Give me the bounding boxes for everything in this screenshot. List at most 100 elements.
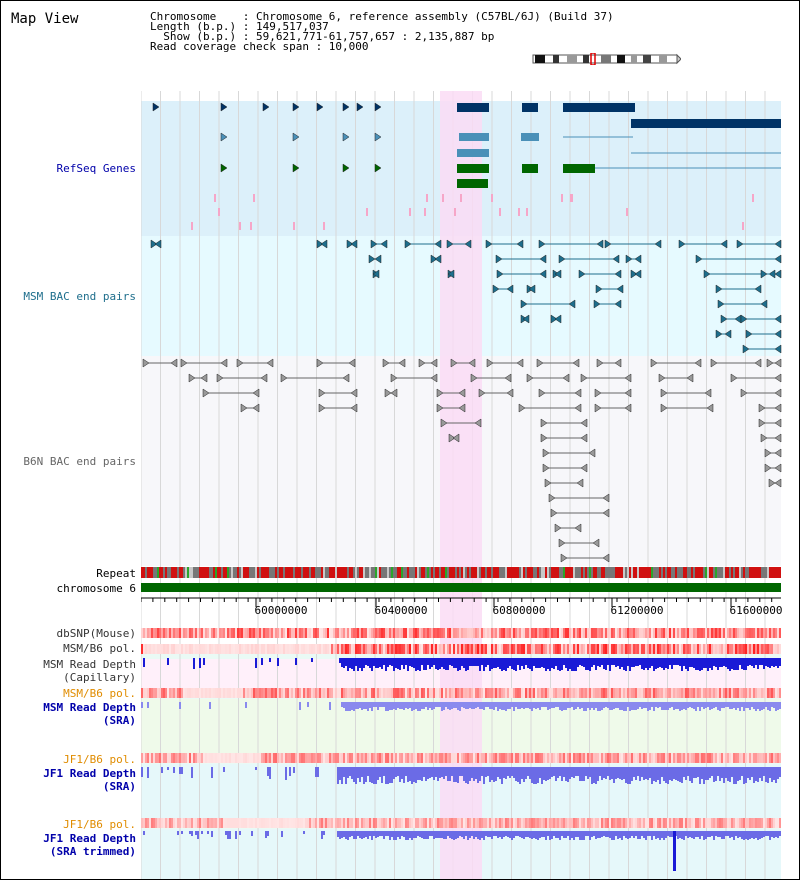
msm-sra-pol-cell (263, 688, 265, 698)
dbsnp-cell (697, 628, 699, 638)
msm-capillary-depth-bar (391, 658, 393, 666)
dbsnp-cell (385, 628, 387, 638)
repeat-segment (333, 567, 335, 578)
label-msm-read-depth-sra[interactable]: MSM Read Depth (SRA) (43, 701, 136, 727)
msm-sra-pol-cell (309, 688, 311, 698)
jf1-pol-cell (737, 753, 739, 763)
repeat-segment (293, 567, 295, 578)
msm-capillary-depth-bar (193, 658, 195, 669)
jf1-sra-depth-bar (519, 767, 521, 784)
b6n-bac-end (558, 538, 566, 548)
dbsnp-cell (437, 628, 439, 638)
label-repeat[interactable]: Repeat (96, 567, 136, 580)
label-jf1-b6-pol-trimmed[interactable]: JF1/B6 pol. (63, 818, 136, 831)
repeat-segment (535, 567, 537, 578)
dbsnp-cell (557, 628, 559, 638)
msm-pol-cell (157, 644, 159, 654)
jf1-sra-depth-bar (343, 767, 345, 777)
jf1-pol-cell (533, 753, 535, 763)
dbsnp-cell (579, 628, 581, 638)
msm-bac-end (320, 239, 328, 249)
msm-sra-pol-cell (757, 688, 759, 698)
jf1-pol-cell (401, 753, 403, 763)
msm-capillary-depth-bar (143, 658, 145, 667)
label-refseq-genes[interactable]: RefSeq Genes (56, 162, 136, 175)
dbsnp-cell (607, 628, 609, 638)
dbsnp-cell (483, 628, 485, 638)
jf1-pol-cell (221, 753, 223, 763)
dbsnp-cell (279, 628, 281, 638)
msm-sra-depth-bar (683, 702, 685, 709)
jf1-trim-depth-bar (415, 831, 417, 838)
jf1-trim-pol-cell (641, 818, 643, 828)
msm-pol-cell (551, 644, 553, 654)
label-msm-read-depth-capillary[interactable]: MSM Read Depth (Capillary) (43, 658, 136, 684)
dbsnp-cell (255, 628, 257, 638)
msm-pol-cell (547, 644, 549, 654)
msm-sra-depth-bar (511, 702, 513, 707)
repeat-segment (571, 567, 573, 578)
msm-sra-pol-cell (737, 688, 739, 698)
dbsnp-cell (355, 628, 357, 638)
label-b6n-bac-end-pairs[interactable]: B6N BAC end pairs (23, 455, 136, 468)
dbsnp-cell (217, 628, 219, 638)
msm-sra-pol-cell (571, 688, 573, 698)
msm-sra-pol-cell (499, 688, 501, 698)
jf1-trim-pol-cell (439, 818, 441, 828)
jf1-sra-depth-bar (359, 767, 361, 782)
dbsnp-cell (531, 628, 533, 638)
msm-pol-cell (293, 644, 295, 654)
msm-pol-cell (697, 644, 699, 654)
jf1-pol-cell (561, 753, 563, 763)
label-msm-b6-pol[interactable]: MSM/B6 pol. (63, 642, 136, 655)
label-jf1-read-depth-trimmed[interactable]: JF1 Read Depth (SRA trimmed) (43, 832, 136, 858)
jf1-sra-depth-bar (719, 767, 721, 781)
jf1-sra-depth-bar (633, 767, 635, 777)
jf1-trim-depth-bar (377, 831, 379, 837)
jf1-trim-depth-bar (665, 831, 667, 838)
jf1-pol-cell (207, 753, 209, 763)
jf1-pol-cell (347, 753, 349, 763)
repeat-segment (183, 567, 185, 578)
repeat-segment (463, 567, 465, 578)
jf1-trim-pol-cell (529, 818, 531, 828)
label-msm-b6-pol-sra[interactable]: MSM/B6 pol. (63, 687, 136, 700)
label-msm-bac-end-pairs[interactable]: MSM BAC end pairs (23, 290, 136, 303)
dbsnp-cell (763, 628, 765, 638)
b6n-bac-end (430, 358, 438, 368)
chromosome-ideogram[interactable] (531, 53, 681, 65)
jf1-sra-depth-bar (363, 767, 365, 784)
msm-sra-pol-cell (211, 688, 213, 698)
jf1-pol-cell (177, 753, 179, 763)
msm-capillary-depth-bar (639, 658, 641, 665)
repeat-segment (711, 567, 713, 578)
jf1-trim-pol-cell (759, 818, 761, 828)
msm-capillary-depth-bar (751, 658, 753, 666)
jf1-trim-pol-cell (161, 818, 163, 828)
jf1-trim-pol-cell (753, 818, 755, 828)
msm-sra-depth-bar (475, 702, 477, 708)
jf1-trim-pol-cell (461, 818, 463, 828)
msm-sra-pol-cell (473, 688, 475, 698)
jf1-pol-cell (269, 753, 271, 763)
dbsnp-cell (659, 628, 661, 638)
jf1-trim-pol-cell (349, 818, 351, 828)
msm-sra-pol-cell (201, 688, 203, 698)
jf1-trim-depth-bar (229, 831, 231, 839)
label-dbsnp[interactable]: dbSNP(Mouse) (56, 627, 136, 640)
label-chromosome[interactable]: chromosome 6 (56, 582, 136, 595)
label-jf1-b6-pol[interactable]: JF1/B6 pol. (63, 753, 136, 766)
jf1-pol-cell (757, 753, 759, 763)
jf1-pol-cell (175, 753, 177, 763)
dbsnp-cell (759, 628, 761, 638)
repeat-segment (353, 567, 355, 578)
jf1-trim-pol-cell (729, 818, 731, 828)
jf1-trim-pol-cell (619, 818, 621, 828)
msm-sra-depth-bar (537, 702, 539, 708)
label-jf1-read-depth-sra[interactable]: JF1 Read Depth (SRA) (43, 767, 136, 793)
genome-browser-canvas[interactable]: 60000000 60400000 60800000 61200000 61600000 (141, 91, 799, 879)
chromosome-bar (141, 583, 781, 592)
gene-exon (457, 149, 489, 157)
repeat-segment (319, 567, 321, 578)
jf1-sra-depth-bar (669, 767, 671, 780)
